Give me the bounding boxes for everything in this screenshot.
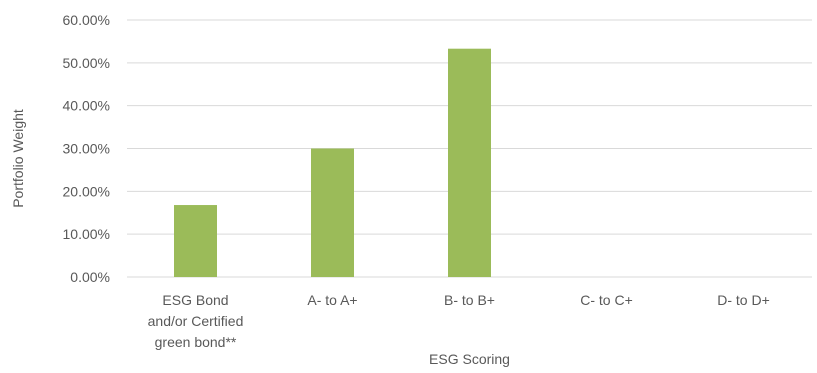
- bar: [311, 148, 354, 277]
- y-axis-title: Portfolio Weight: [10, 109, 26, 208]
- y-tick-label: 30.00%: [63, 141, 110, 157]
- x-category-label: ESG Bond and/or Certified green bond**: [148, 292, 244, 350]
- y-tick-label: 20.00%: [63, 183, 110, 199]
- y-tick-label: 50.00%: [63, 55, 110, 71]
- y-tick-label: 0.00%: [70, 269, 110, 285]
- x-category-labels: ESG Bond and/or Certified green bond** A- t…: [148, 292, 770, 350]
- bar: [174, 205, 217, 277]
- bar: [448, 48, 491, 277]
- x-category-label: D- to D+: [717, 292, 770, 308]
- y-tick-label: 60.00%: [63, 12, 110, 28]
- x-category-label: B- to B+: [444, 292, 495, 308]
- y-tick-label: 40.00%: [63, 98, 110, 114]
- x-category-label: A- to A+: [307, 292, 357, 308]
- y-tick-label: 10.00%: [63, 226, 110, 242]
- bars: [174, 48, 491, 277]
- x-axis-title: ESG Scoring: [429, 351, 510, 367]
- x-category-label: C- to C+: [580, 292, 633, 308]
- y-tick-labels: 0.00% 10.00% 20.00% 30.00% 40.00% 50.00% 60.00…: [63, 12, 110, 285]
